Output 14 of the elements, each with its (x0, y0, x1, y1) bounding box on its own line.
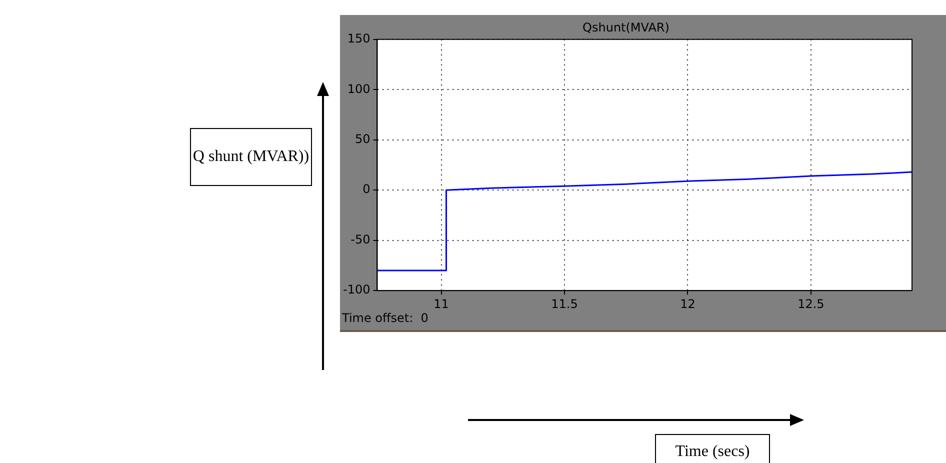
y-tick-label: 0 (362, 182, 370, 196)
text: Time (secs) (655, 434, 770, 463)
x-tick-label: 12.5 (798, 296, 824, 311)
chart-title: Qshunt(MVAR) (582, 20, 670, 34)
x-tick-label: 11 (434, 296, 449, 311)
y-tick-label: -50 (350, 232, 370, 246)
y-tick-label: 100 (347, 82, 370, 96)
text: Time offset: 0 (342, 311, 428, 325)
text: Q shunt (MVAR)) (190, 128, 312, 186)
y-tick-label: 50 (354, 132, 370, 146)
y-tick-label: 150 (347, 32, 370, 46)
x-tick-label: 12 (680, 296, 696, 311)
x-tick-label: 11.5 (551, 296, 578, 311)
y-tick-label: -100 (343, 282, 370, 297)
